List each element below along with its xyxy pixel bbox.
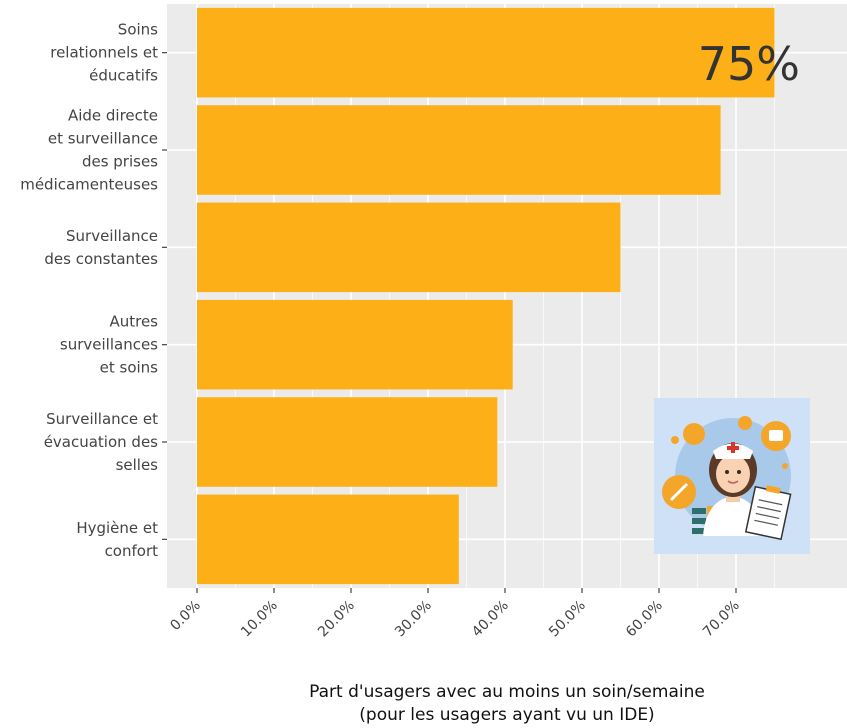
nurse-illustration-icon — [654, 398, 810, 554]
bar — [197, 202, 621, 293]
y-tick-label: Soins relationnels et éducatifs — [50, 21, 158, 85]
bar — [197, 299, 513, 390]
x-tick-label: 40.0% — [469, 598, 512, 641]
bars — [197, 7, 775, 585]
x-tick-label: 50.0% — [546, 598, 589, 641]
x-tick-label: 10.0% — [238, 598, 281, 641]
y-tick-label: Surveillance des constantes — [44, 227, 158, 268]
x-axis-ticks: 0.0% 10.0% 20.0% 30.0% 40.0% 50.0% 60.0% 70.0% — [167, 588, 743, 641]
x-tick-label: 70.0% — [700, 598, 743, 641]
y-tick-label: Hygiène et confort — [76, 519, 158, 560]
grid-lines — [167, 4, 847, 588]
bar — [197, 494, 459, 585]
x-tick-label: 20.0% — [315, 598, 358, 641]
y-tick-label: Surveillance et évacuation des selles — [44, 410, 158, 474]
x-tick-label: 30.0% — [392, 598, 435, 641]
bar — [197, 397, 498, 487]
x-axis-label: Part d'usagers avec au moins un soin/sem… — [309, 682, 705, 725]
bar — [197, 7, 775, 98]
y-tick-label: Aide directe et surveillance des prises méd… — [20, 107, 158, 194]
y-tick-label: Autres surveillances et soins — [60, 313, 158, 377]
bar — [197, 105, 721, 195]
x-tick-label: 60.0% — [623, 598, 666, 641]
bar-value-annotation: 75% — [698, 37, 800, 91]
y-axis-ticks: Soins relationnels et éducatifs Aide direct… — [20, 21, 167, 560]
x-tick-label: 0.0% — [167, 598, 203, 634]
